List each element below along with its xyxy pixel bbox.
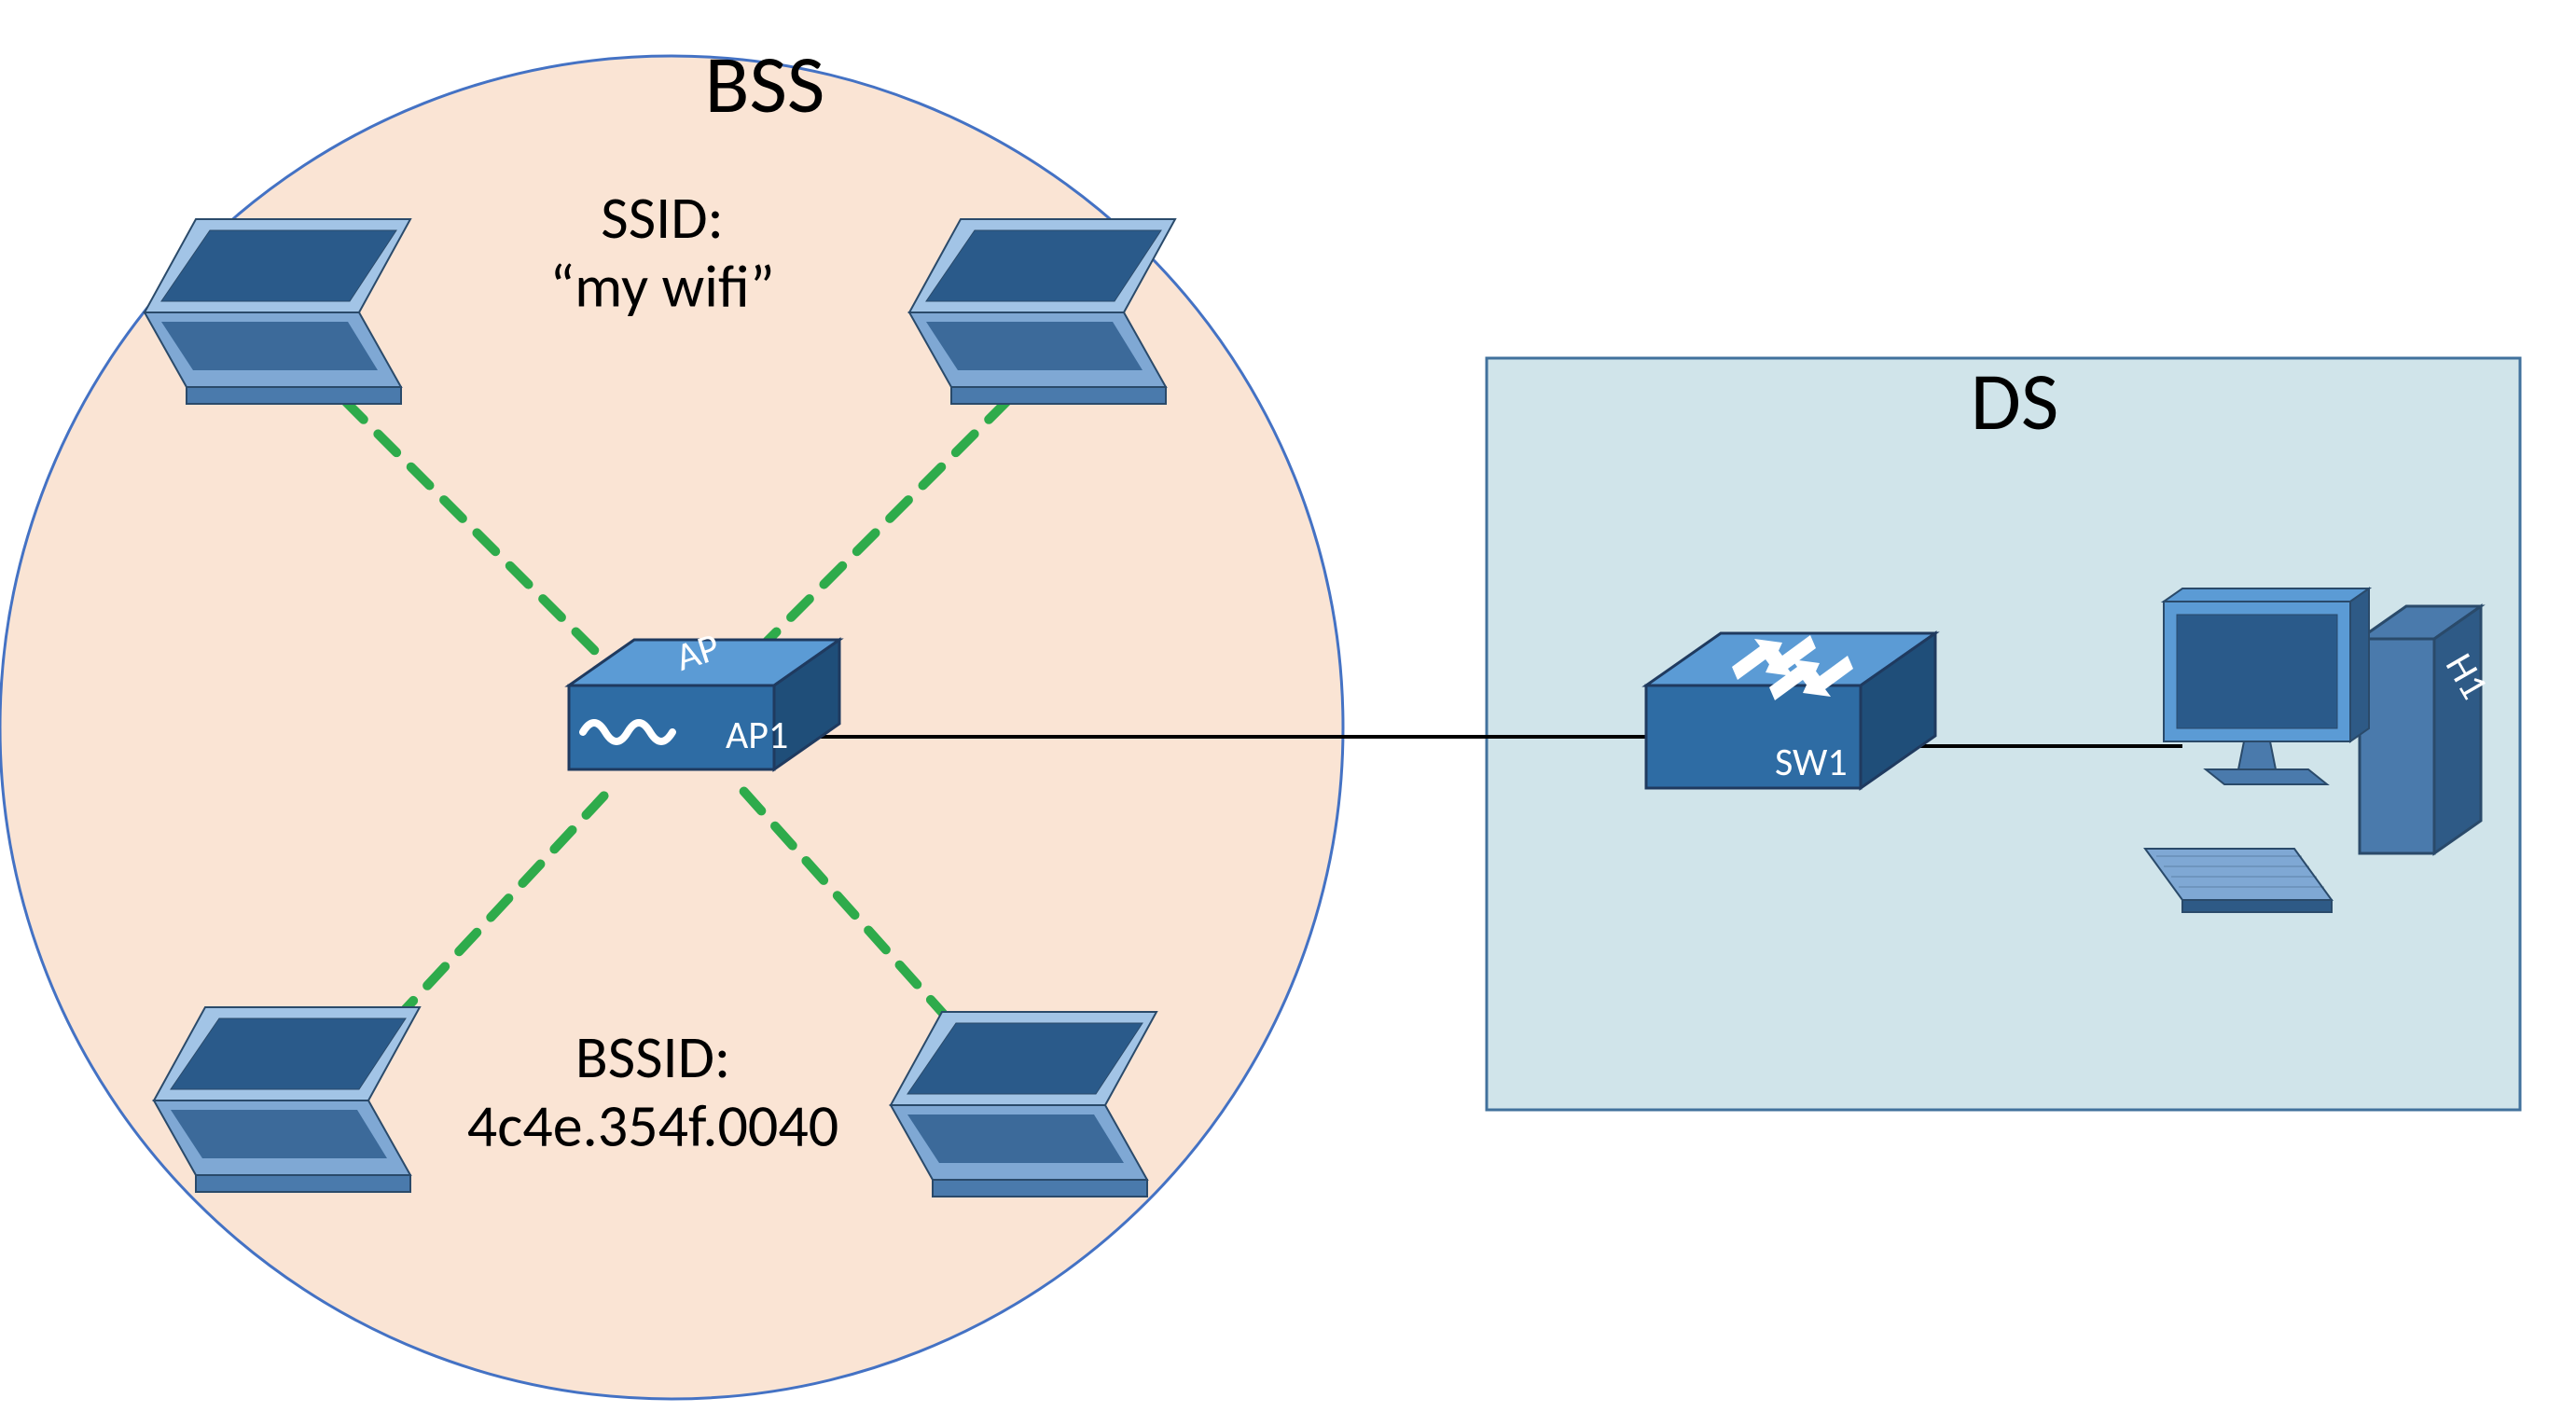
bssid-label: BSSID: xyxy=(575,1021,730,1094)
bss-title: BSS xyxy=(705,34,825,134)
ds-title: DS xyxy=(1971,351,2059,451)
ssid-label: SSID: xyxy=(601,182,723,255)
network-switch: SW1 xyxy=(1646,633,1935,788)
switch-label: SW1 xyxy=(1775,739,1848,786)
ssid-value: “my wifi” xyxy=(549,251,774,324)
network-diagram: APAP1 SW1 H1 BSS DS SSID: “my wifi” BSSI… xyxy=(0,0,2576,1412)
ap-side-label: AP1 xyxy=(726,712,788,759)
bssid-value: 4c4e.354f.0040 xyxy=(467,1090,838,1163)
